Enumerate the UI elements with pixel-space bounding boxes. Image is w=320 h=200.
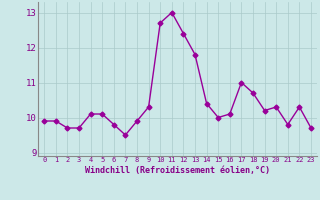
X-axis label: Windchill (Refroidissement éolien,°C): Windchill (Refroidissement éolien,°C) [85, 166, 270, 175]
